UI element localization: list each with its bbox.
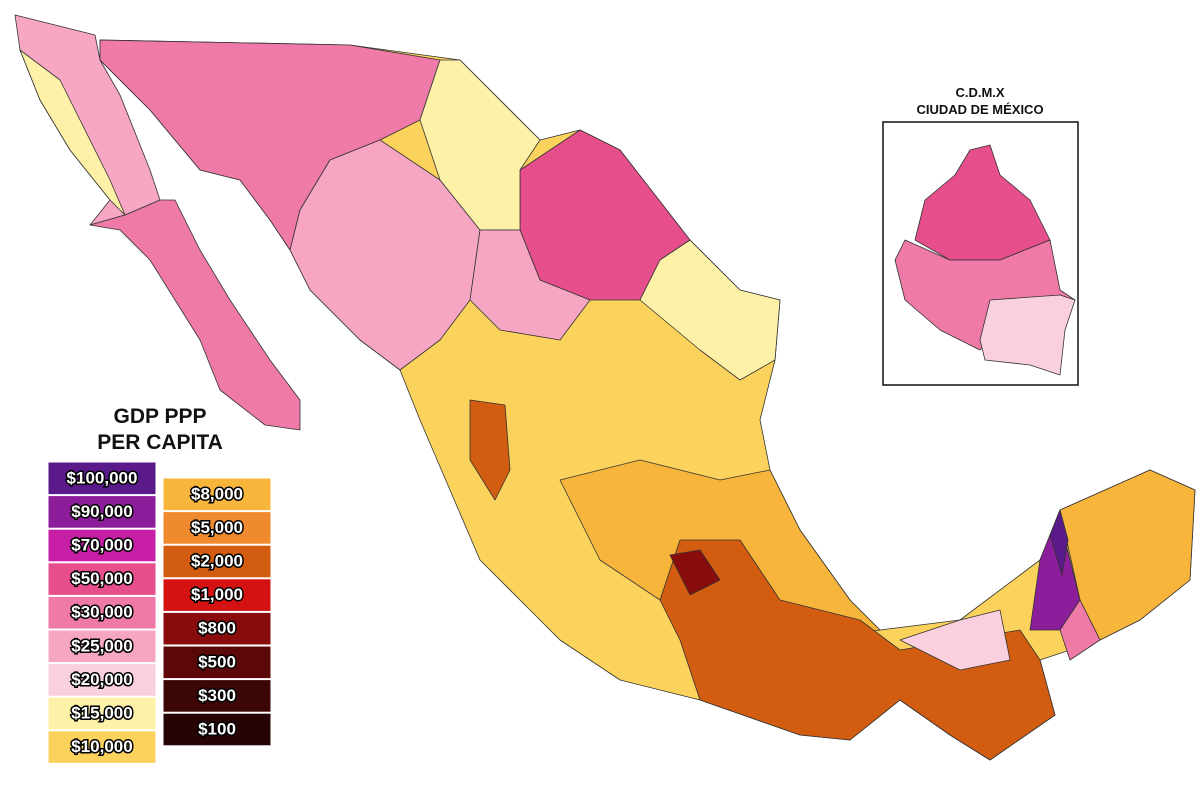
legend-label: $800 (198, 619, 236, 638)
legend-label: $25,000 (71, 636, 132, 655)
legend-swatch (162, 611, 272, 646)
cdmx-inset (882, 121, 1079, 386)
inset-title: C.D.M.X (955, 85, 1004, 100)
legend-label: $100 (198, 719, 236, 738)
legend-swatch (47, 696, 157, 731)
legend-swatch (47, 495, 157, 529)
legend-label: $30,000 (71, 603, 132, 622)
legend-swatch (162, 679, 272, 713)
legend-label: $100,000 (67, 468, 138, 487)
legend-label: $15,000 (71, 703, 132, 722)
legend-swatch (162, 578, 272, 612)
legend-label: $5,000 (191, 518, 243, 537)
legend-title: PER CAPITA (97, 431, 223, 454)
legend-label: $1,000 (191, 585, 243, 604)
baja-california (14, 14, 301, 431)
legend-swatch (47, 629, 157, 664)
legend-swatch (47, 562, 157, 596)
legend-swatch (162, 712, 272, 747)
legend-swatch (47, 528, 157, 563)
legend-label: $70,000 (71, 535, 132, 554)
legend-label: $20,000 (71, 670, 132, 689)
legend-swatch (47, 461, 157, 496)
legend-swatch (162, 645, 272, 680)
legend: GDP PPP PER CAPITA $100,000 $90,000 $70,000 $… (47, 405, 272, 764)
legend-label: $8,000 (191, 484, 243, 503)
legend-label: $300 (198, 686, 236, 705)
legend-label: $500 (198, 652, 236, 671)
legend-label: $2,000 (191, 551, 243, 570)
legend-label: $10,000 (71, 737, 132, 756)
legend-label: $50,000 (71, 569, 132, 588)
inset-title: CIUDAD DE MÉXICO (916, 102, 1043, 117)
legend-swatch (162, 544, 272, 579)
mainland (99, 39, 1196, 761)
legend-swatch (162, 477, 272, 512)
legend-swatch (47, 730, 157, 764)
legend-title: GDP PPP (114, 405, 207, 428)
legend-swatch (162, 511, 272, 545)
legend-label: $90,000 (71, 502, 132, 521)
legend-swatch (47, 595, 157, 630)
legend-swatch (47, 663, 157, 697)
